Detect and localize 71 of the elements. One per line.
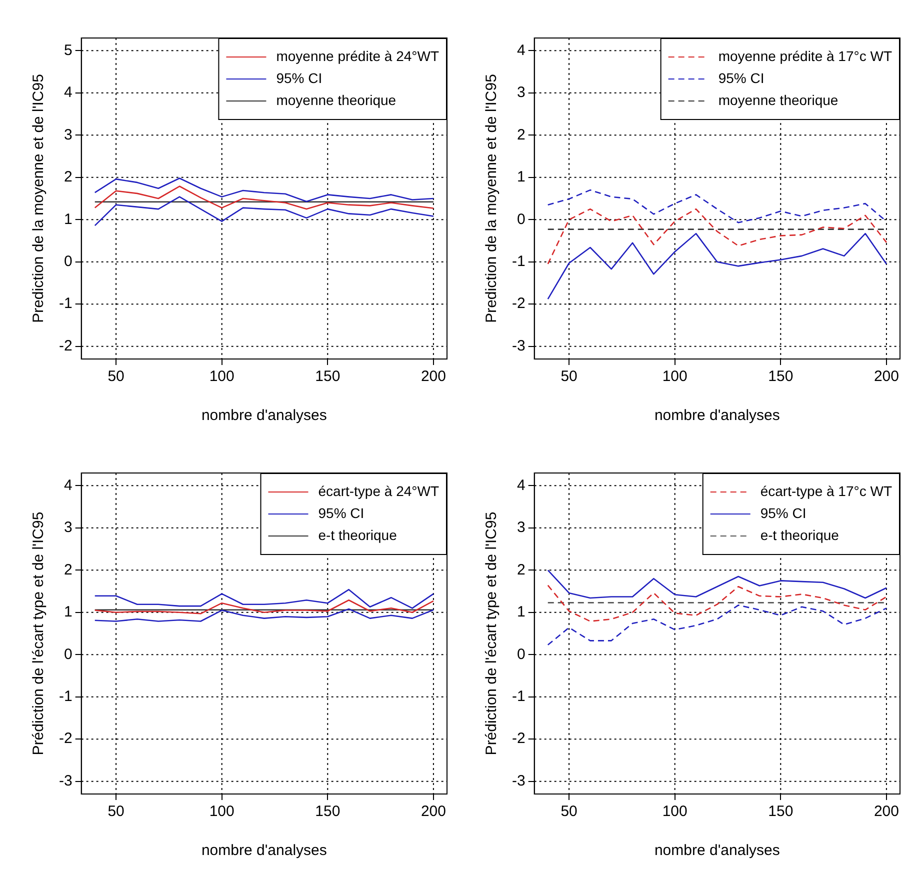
y-tick-label: 4 [516,42,526,59]
y-tick-label: -1 [512,252,526,270]
y-tick-label: -1 [58,295,72,312]
y-axis-title: Prédiction de l'écart type et de l'IC95 [483,512,500,756]
x-tick-label: 100 [662,368,688,386]
y-tick-label: 2 [516,126,526,144]
y-axis-title: Prediction de la moyenne et de l'IC95 [483,74,500,323]
legend-label: moyenne theorique [276,92,396,108]
y-tick-label: 1 [516,604,526,621]
legend-label: e-t theorique [318,526,398,543]
y-tick-label: 1 [516,168,526,186]
y-tick-label: -3 [58,772,72,790]
y-tick-label: 2 [64,561,72,578]
legend-label: moyenne prédite à 17°c WT [718,48,892,64]
y-tick-label: -3 [512,772,526,790]
legend-label: 95% CI [760,504,806,521]
y-axis-title: Prédiction de l'écart type et de l'IC95 [30,512,48,756]
legend-label: 95% CI [718,70,764,86]
y-tick-label: 2 [516,561,526,578]
x-tick-label: 150 [315,368,340,386]
y-tick-label: -3 [512,337,526,354]
x-tick-label: 150 [315,803,340,820]
x-tick-label: 50 [108,368,124,386]
legend-label: moyenne theorique [718,92,838,108]
y-tick-label: 0 [516,646,526,663]
y-tick-label: 1 [64,604,72,621]
y-tick-label: 0 [64,646,72,663]
x-axis-title: nombre d'analyses [654,842,780,860]
y-tick-label: 3 [64,126,72,144]
y-tick-label: -2 [58,730,72,748]
y-tick-label: -1 [58,688,72,705]
x-tick-label: 150 [768,803,794,820]
y-tick-label: -2 [512,730,526,748]
line-series [547,584,888,622]
y-tick-label: 2 [64,168,72,186]
x-tick-label: 100 [209,368,234,386]
x-tick-label: 100 [662,803,688,820]
x-tick-label: 50 [108,803,124,820]
y-tick-label: 3 [64,519,72,536]
y-tick-label: 5 [64,42,72,59]
legend-label: 95% CI [276,70,322,86]
y-tick-label: -1 [512,688,526,705]
x-tick-label: 200 [874,803,899,820]
y-tick-label: 3 [516,519,526,536]
y-tick-label: 1 [64,210,72,228]
x-tick-label: 200 [874,368,899,386]
x-tick-label: 50 [560,803,578,820]
y-tick-label: -2 [512,295,526,312]
legend-label: écart-type à 24°WT [318,482,440,499]
x-axis-title: nombre d'analyses [201,407,327,424]
x-tick-label: 100 [209,803,234,820]
line-series [547,208,888,265]
y-tick-label: 3 [516,84,526,102]
legend-label: 95% CI [318,504,364,521]
x-tick-label: 200 [420,803,446,820]
x-axis-title: nombre d'analyses [201,842,327,860]
y-axis-title: Prediction de la moyenne et de l'IC95 [30,74,48,323]
legend-label: e-t theorique [760,526,840,543]
y-tick-label: 4 [516,476,526,494]
x-tick-label: 150 [768,368,794,386]
y-tick-label: 4 [64,84,72,102]
x-tick-label: 50 [560,368,578,386]
legend-label: écart-type à 17°c WT [760,482,892,499]
y-tick-label: 4 [64,476,72,494]
legend-label: moyenne prédite à 24°WT [276,48,440,64]
line-series [547,604,888,646]
y-tick-label: -2 [58,337,72,354]
y-tick-label: 0 [64,252,72,270]
x-axis-title: nombre d'analyses [654,407,780,424]
y-tick-label: 0 [516,210,526,228]
x-tick-label: 200 [420,368,446,386]
